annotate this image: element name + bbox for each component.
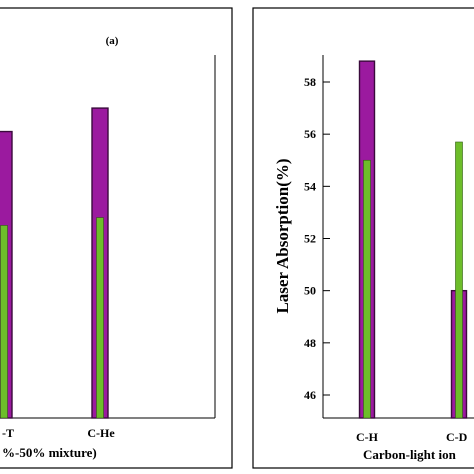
panel-a-frame bbox=[0, 7, 233, 469]
panel-b-y-ticks: 46 48 50 52 54 56 58 bbox=[304, 75, 330, 402]
panel-a-bars bbox=[0, 107, 109, 419]
panel-a-x-axis-title: %-50% mixture) bbox=[2, 445, 97, 460]
panel-b-y-tick-label-2: 48 bbox=[304, 336, 316, 350]
panel-b-x-axis-title: Carbon-light ion bbox=[363, 447, 457, 462]
panel-b-y-tick-label-4: 52 bbox=[304, 232, 316, 246]
panel-b-inner-bar-2 bbox=[455, 141, 463, 419]
panel-b-category-label-2: C-D bbox=[446, 430, 468, 444]
panel-b-y-tick-label-5: 54 bbox=[304, 179, 316, 193]
panel-a-title: (a) bbox=[106, 35, 119, 47]
panel-b-bars bbox=[358, 60, 468, 419]
panel-b-y-tick-label-1: 46 bbox=[304, 388, 316, 402]
panel-b-inner-bar-1 bbox=[363, 159, 371, 419]
panel-b: 46 48 50 52 54 56 58 Laser Absorption(%) C-H C… bbox=[252, 7, 474, 469]
panel-b-category-label-1: C-H bbox=[356, 430, 379, 444]
panel-a-category-label-1: -T bbox=[2, 426, 14, 440]
panel-a-inner-bar-2 bbox=[96, 217, 104, 419]
panel-b-y-tick-label-3: 50 bbox=[304, 284, 316, 298]
panel-b-y-tick-label-7: 58 bbox=[304, 75, 316, 89]
panel-b-y-axis-title: Laser Absorption(%) bbox=[273, 158, 292, 313]
panel-a-category-label-2: C-He bbox=[87, 426, 115, 440]
panel-b-y-tick-label-6: 56 bbox=[304, 127, 316, 141]
panel-a-inner-bar-1 bbox=[0, 225, 8, 419]
panel-b-frame bbox=[252, 7, 474, 469]
panel-a: (a) -T C-He %-50% mixture) bbox=[0, 7, 233, 469]
